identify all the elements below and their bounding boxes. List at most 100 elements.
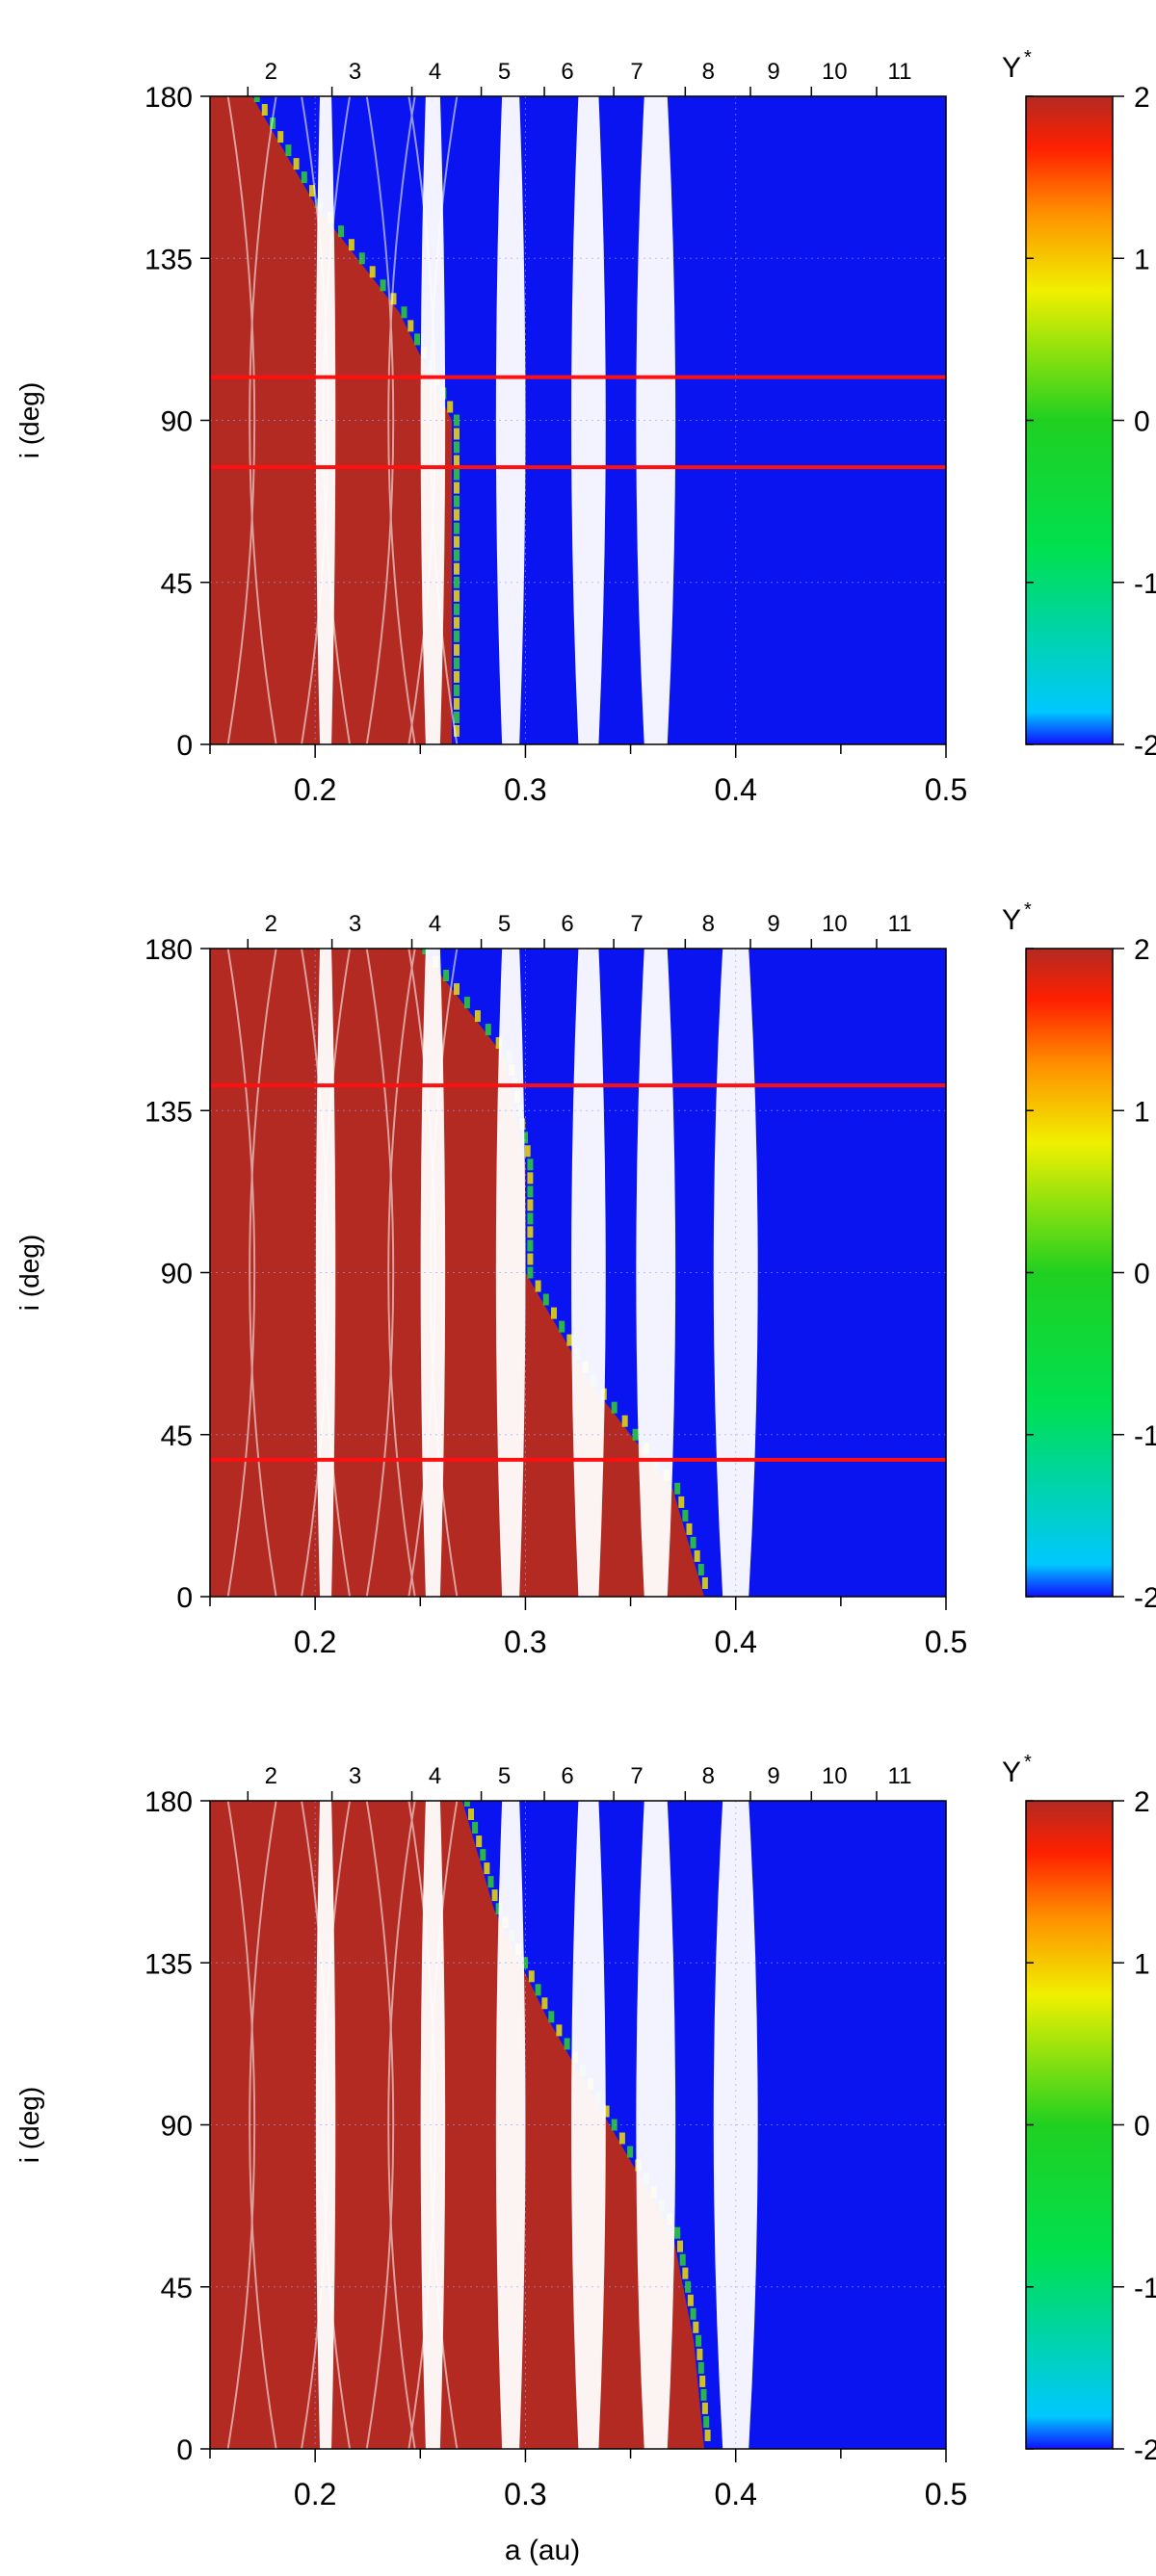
top-axis-label: 9 bbox=[767, 1763, 779, 1789]
transition-speckle bbox=[293, 158, 300, 170]
colorbar-tick-label: -2 bbox=[1134, 2434, 1156, 2466]
separatrix-group bbox=[226, 96, 459, 744]
transition-speckle bbox=[454, 481, 460, 494]
colorbar-title: Y bbox=[1002, 904, 1021, 936]
transition-speckle bbox=[454, 603, 460, 615]
transition-speckle bbox=[380, 279, 386, 292]
transition-speckle bbox=[454, 468, 460, 481]
separatrix-line bbox=[387, 96, 416, 744]
transition-speckle bbox=[694, 1549, 700, 1562]
transition-speckle bbox=[454, 414, 460, 427]
top-axis-label: 2 bbox=[265, 911, 277, 937]
transition-speckle bbox=[603, 2105, 610, 2118]
transition-speckle bbox=[454, 535, 460, 548]
transition-speckle bbox=[697, 2361, 704, 2374]
transition-speckle bbox=[454, 697, 460, 710]
transition-speckle bbox=[277, 131, 284, 143]
transition-speckle bbox=[674, 1482, 681, 1495]
separatrix-line bbox=[301, 96, 329, 744]
separatrix-group bbox=[226, 949, 459, 1597]
separatrix-line bbox=[365, 1801, 395, 2449]
colorbar: 2 1 0 -1 -2 Y * bbox=[1002, 1752, 1156, 2466]
transition-speckle bbox=[700, 2388, 707, 2401]
separatrix-line bbox=[322, 96, 352, 744]
transition-speckle bbox=[701, 2402, 708, 2414]
transition-speckle bbox=[487, 1876, 494, 1888]
resonance-tongue bbox=[420, 1801, 446, 2449]
colorbar-tick-label: 1 bbox=[1134, 1096, 1150, 1128]
top-axis-label: 11 bbox=[888, 911, 912, 937]
transition-speckle bbox=[454, 455, 460, 467]
transition-speckle bbox=[463, 1801, 470, 1807]
transition-speckle bbox=[551, 1307, 557, 1319]
transition-speckle bbox=[696, 2348, 703, 2360]
colorbar-scale bbox=[1025, 1800, 1114, 2450]
separatrix-line bbox=[249, 949, 277, 1597]
colorbar-tick-label: -2 bbox=[1134, 730, 1156, 762]
separatrix-line bbox=[407, 949, 436, 1597]
transition-speckle bbox=[495, 1037, 502, 1050]
separatrix-line bbox=[407, 1801, 436, 2449]
colorbar: 2 1 0 -1 -2 Y * bbox=[1002, 899, 1156, 1614]
transition-speckle bbox=[674, 2226, 681, 2239]
colorbar-title: Y bbox=[1002, 1756, 1021, 1788]
transition-speckle bbox=[463, 997, 470, 1009]
top-axis-label: 10 bbox=[822, 59, 848, 85]
transition-speckle bbox=[685, 2280, 692, 2293]
top-axis-label: 4 bbox=[429, 1763, 441, 1789]
transition-speckle bbox=[699, 2375, 706, 2387]
separatrix-line bbox=[226, 96, 256, 744]
transition-speckle bbox=[527, 1226, 534, 1238]
transition-speckle bbox=[618, 2132, 625, 2145]
separatrix-line bbox=[249, 1801, 277, 2449]
transition-speckle bbox=[535, 1280, 541, 1292]
y-tick-label: 45 bbox=[161, 1420, 193, 1452]
top-axis-label: 2 bbox=[265, 1763, 277, 1789]
transition-speckle bbox=[548, 2011, 555, 2023]
resonance-tongue bbox=[571, 949, 606, 1597]
colorbar-tick-label: 0 bbox=[1134, 1259, 1150, 1290]
transition-speckle bbox=[454, 643, 460, 656]
x-tick-label: 0.3 bbox=[504, 2477, 546, 2511]
colorbar-tick-label: 1 bbox=[1134, 244, 1150, 275]
transition-speckle bbox=[454, 508, 460, 521]
transition-speckle bbox=[454, 684, 460, 696]
transition-speckle bbox=[422, 949, 429, 954]
transition-speckle bbox=[559, 1320, 565, 1333]
top-axis-label: 9 bbox=[767, 59, 779, 85]
y-axis-label: i (deg) bbox=[14, 382, 44, 458]
y-tick-label: 180 bbox=[144, 934, 193, 966]
transition-speckle bbox=[474, 1010, 481, 1023]
colorbar-tick-label: 0 bbox=[1134, 2111, 1150, 2143]
transition-speckle bbox=[309, 185, 315, 197]
separatrix-line bbox=[407, 96, 436, 744]
transition-speckle bbox=[443, 970, 450, 981]
transition-speckle bbox=[484, 1862, 490, 1875]
separatrix-line bbox=[301, 949, 329, 1597]
x-tick-label: 0.5 bbox=[925, 772, 967, 807]
transition-speckle bbox=[690, 1536, 696, 1548]
transition-speckle bbox=[454, 616, 460, 629]
resonance-tongue bbox=[420, 949, 446, 1597]
transition-speckle bbox=[542, 1293, 549, 1306]
transition-speckle bbox=[556, 2024, 563, 2037]
resonance-tongue bbox=[571, 96, 606, 744]
y-tick-label: 90 bbox=[161, 2111, 193, 2143]
y-tick-label: 90 bbox=[161, 1259, 193, 1290]
transition-speckle bbox=[697, 1564, 704, 1575]
top-axis-label: 7 bbox=[630, 1763, 643, 1789]
separatrix-line bbox=[226, 949, 256, 1597]
top-axis-label: 7 bbox=[630, 59, 643, 85]
colorbar-tick-label: -1 bbox=[1134, 568, 1156, 600]
transition-speckle bbox=[627, 2146, 634, 2158]
transition-speckle bbox=[527, 1185, 534, 1198]
top-axis-label: 11 bbox=[888, 59, 912, 85]
transition-speckle bbox=[348, 239, 355, 251]
transition-speckle bbox=[338, 225, 344, 238]
x-tick-label: 0.2 bbox=[294, 772, 336, 807]
x-tick-label: 0.3 bbox=[504, 1625, 546, 1659]
transition-speckle bbox=[527, 1253, 534, 1265]
